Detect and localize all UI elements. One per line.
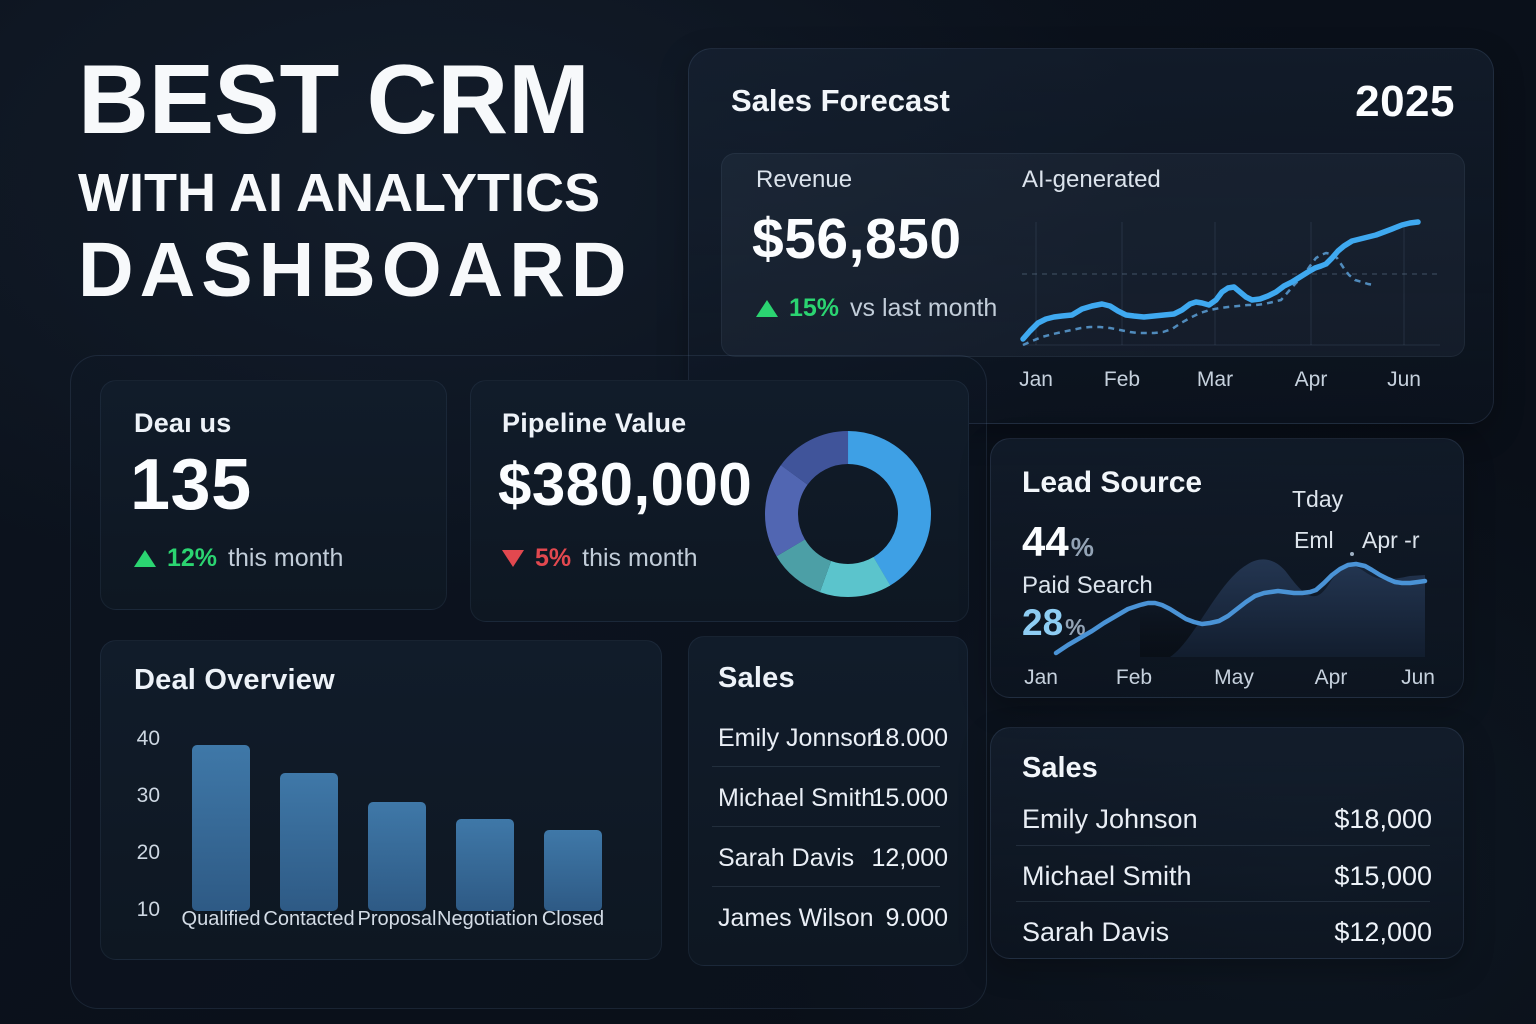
legend-apr: Apr -r <box>1362 527 1420 553</box>
sales-forecast-title: Sales Forecast <box>731 83 950 118</box>
sales-forecast-line-chart <box>1020 219 1440 347</box>
row-divider <box>712 886 940 887</box>
page-title-line3: DASHBOARD <box>78 227 633 313</box>
forecast-month-feb: Feb <box>1103 368 1141 391</box>
lead-month-apr: Apr <box>1314 666 1348 689</box>
revenue-delta: 15% vs last month <box>756 294 997 323</box>
lead-month-jun: Jun <box>1401 666 1435 689</box>
ai-generated-label: AI-generated <box>1022 166 1161 193</box>
pipeline-title: Pipeline Value <box>502 408 687 438</box>
forecast-month-jan: Jan <box>1019 368 1053 391</box>
lead-month-may: May <box>1214 666 1254 689</box>
deal-status-delta-text: this month <box>228 544 344 572</box>
salesperson-name: Emily Johnson <box>1022 804 1198 834</box>
sales-right-panel <box>990 727 1464 959</box>
row-divider <box>1016 901 1430 902</box>
revenue-value: $56,850 <box>752 207 962 271</box>
salesperson-value: $18,000 <box>1334 804 1432 834</box>
pipeline-delta-pct: 5% <box>535 544 572 572</box>
paid-search-pct: 28% <box>1022 602 1086 644</box>
row-divider <box>1016 845 1430 846</box>
legend-tday: Tday <box>1292 486 1344 512</box>
row-divider <box>712 826 940 827</box>
sales-list-card <box>688 636 968 966</box>
category-negotiation: Negotiation <box>437 908 539 930</box>
ytick-30: 30 <box>136 784 160 807</box>
pipeline-donut-chart <box>765 431 931 597</box>
ytick-10: 10 <box>136 898 160 921</box>
paid-search-label: Paid Search <box>1022 572 1153 599</box>
salesperson-name: James Wilson <box>718 904 874 932</box>
forecast-month-mar: Mar <box>1196 368 1234 391</box>
salesperson-value: $12,000 <box>1334 917 1432 947</box>
salesperson-value: 12,000 <box>871 844 948 872</box>
page-title-line2: WITH AI ANALYTICS <box>78 163 600 223</box>
lead-source-area-chart <box>1053 559 1428 657</box>
salesperson-name: Sarah Davis <box>1022 917 1170 947</box>
lead-source-main-pct: 44% <box>1022 518 1094 566</box>
ytick-20: 20 <box>136 841 160 864</box>
salesperson-value: 9.000 <box>885 904 948 932</box>
pipeline-delta: 5% this month <box>502 544 697 573</box>
revenue-delta-text: vs last month <box>850 294 998 322</box>
ytick-40: 40 <box>136 727 160 750</box>
sales-mid-title: Sales <box>718 662 795 694</box>
deal-status-delta-pct: 12% <box>167 544 218 572</box>
category-contacted: Contacted <box>263 908 355 930</box>
legend-eml: Eml <box>1294 527 1334 553</box>
sales-right-title: Sales <box>1022 752 1098 784</box>
deal-status-value: 135 <box>130 445 252 525</box>
legend-dot-icon <box>1350 552 1354 556</box>
lead-source-main-sym: % <box>1070 532 1094 562</box>
lead-source-main-value: 44 <box>1022 518 1069 565</box>
salesperson-name: Sarah Davis <box>718 844 855 872</box>
deal-status-card <box>100 380 447 610</box>
salesperson-name: Michael Smith <box>1022 861 1192 891</box>
revenue-delta-pct: 15% <box>789 294 840 322</box>
deal-status-title: Deaı us <box>134 408 232 438</box>
salesperson-value: $15,000 <box>1334 861 1432 891</box>
lead-month-jan: Jan <box>1024 666 1058 689</box>
page-title-line1: BEST CRM <box>78 44 590 154</box>
category-proposal: Proposal <box>357 908 437 930</box>
forecast-year: 2025 <box>1355 77 1455 126</box>
category-closed: Closed <box>541 908 605 930</box>
lead-source-title: Lead Source <box>1022 466 1203 499</box>
salesperson-name: Michael Smith <box>718 784 875 812</box>
lead-month-feb: Feb <box>1115 666 1153 689</box>
up-arrow-icon <box>756 300 778 317</box>
paid-search-value: 28 <box>1022 602 1064 643</box>
salesperson-value: 18.000 <box>871 724 948 752</box>
deal-status-delta: 12% this month <box>134 544 343 573</box>
forecast-month-apr: Apr <box>1294 368 1328 391</box>
salesperson-name: Emily Jonnson <box>718 724 881 752</box>
pipeline-value: $380,000 <box>498 451 753 518</box>
deal-overview-bar-chart <box>192 745 602 911</box>
pipeline-delta-text: this month <box>582 544 698 572</box>
forecast-month-jun: Jun <box>1387 368 1421 391</box>
row-divider <box>712 766 940 767</box>
up-arrow-icon <box>134 550 156 567</box>
down-arrow-icon <box>502 550 524 567</box>
revenue-label: Revenue <box>756 166 853 193</box>
paid-search-sym: % <box>1065 614 1086 640</box>
revenue-card <box>721 153 1465 357</box>
sales-forecast-panel: Sales Forecast 2025 <box>688 48 1494 424</box>
category-qualified: Qualified <box>181 908 261 930</box>
salesperson-value: 15.000 <box>871 784 948 812</box>
deal-overview-title: Deal Overview <box>134 664 335 696</box>
